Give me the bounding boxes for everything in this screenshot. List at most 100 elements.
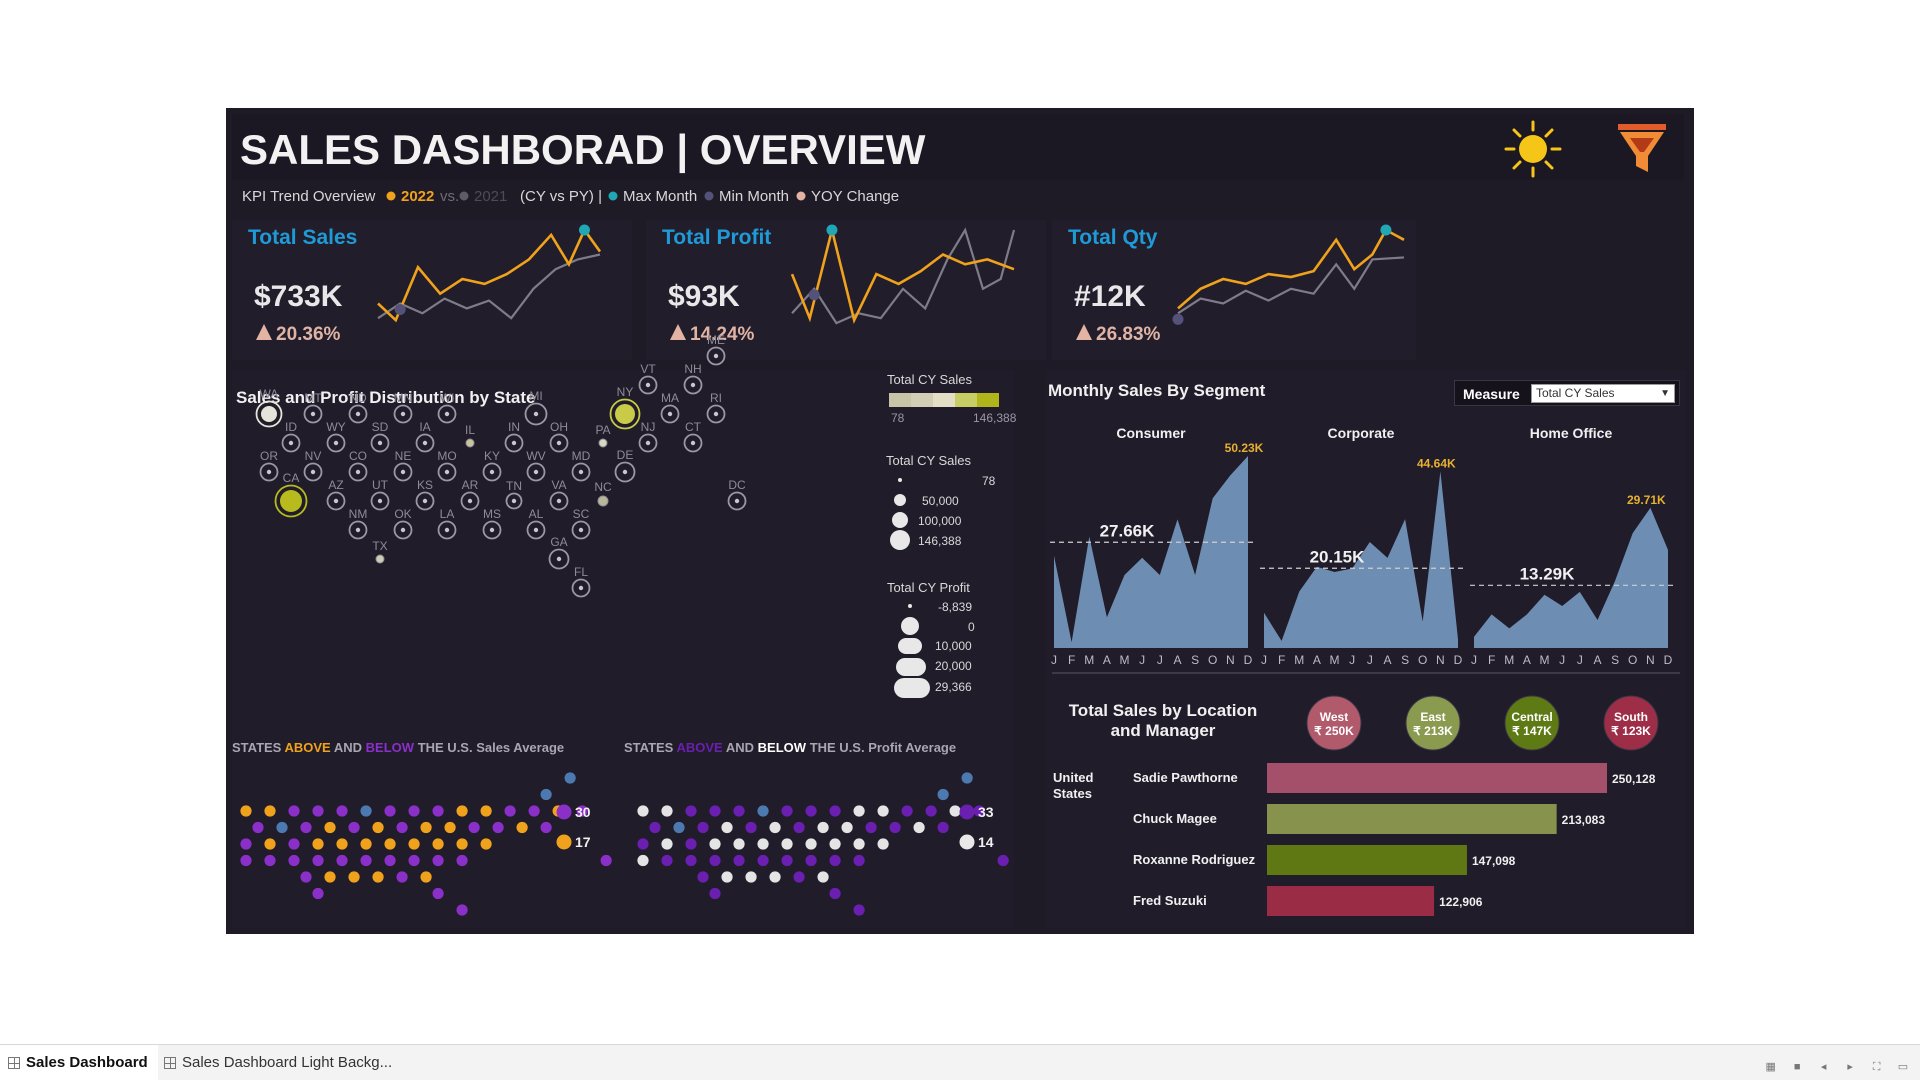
- state-mi[interactable]: MI: [524, 389, 548, 426]
- region-bubble-east[interactable]: East₹ 213K: [1405, 695, 1461, 751]
- state-ny[interactable]: NY: [609, 385, 641, 430]
- profit-average-dots[interactable]: [637, 772, 1009, 916]
- state-oh[interactable]: OH: [549, 420, 569, 453]
- state-ca[interactable]: CA: [274, 471, 308, 518]
- state-nc[interactable]: NC: [594, 480, 612, 507]
- manager-row-sadie-pawthorne[interactable]: Sadie Pawthorne 250,128: [1133, 763, 1656, 793]
- state-pa[interactable]: PA: [595, 423, 611, 448]
- state-nj[interactable]: NJ: [638, 420, 658, 453]
- state-ms[interactable]: MS: [482, 507, 502, 540]
- state-de[interactable]: DE: [614, 448, 636, 483]
- sales-state-dot: [312, 854, 324, 867]
- state-wi[interactable]: WI: [437, 391, 457, 424]
- sales-average-dots[interactable]: [240, 772, 612, 916]
- state-wv[interactable]: WV: [526, 449, 546, 482]
- state-in[interactable]: IN: [504, 420, 524, 453]
- state-ma[interactable]: MA: [660, 391, 680, 424]
- state-nm[interactable]: NM: [348, 507, 368, 540]
- state-co[interactable]: CO: [348, 449, 368, 482]
- state-ut[interactable]: UT: [370, 478, 390, 511]
- sales-state-dot: [288, 854, 300, 867]
- state-dc[interactable]: DC: [727, 478, 747, 511]
- state-md[interactable]: MD: [571, 449, 591, 482]
- region-bubble-central[interactable]: Central₹ 147K: [1504, 695, 1560, 751]
- state-ga[interactable]: GA: [548, 535, 570, 570]
- state-id[interactable]: ID: [281, 420, 301, 453]
- state-mo[interactable]: MO: [437, 449, 457, 482]
- state-ky[interactable]: KY: [482, 449, 502, 482]
- state-label: MO: [437, 449, 456, 463]
- filmstrip-icon[interactable]: ■: [1793, 1061, 1801, 1073]
- state-ks[interactable]: KS: [415, 478, 435, 511]
- state-ct[interactable]: CT: [683, 420, 703, 453]
- sun-icon[interactable]: [1504, 120, 1562, 178]
- region-bubble-south[interactable]: South₹ 123K: [1603, 695, 1659, 751]
- funnel-icon[interactable]: [1618, 124, 1666, 172]
- sales-state-dot: [348, 871, 360, 883]
- state-tn[interactable]: TN: [505, 479, 523, 510]
- state-az[interactable]: AZ: [326, 478, 346, 511]
- fullscreen-icon[interactable]: ⛶: [1872, 1061, 1881, 1073]
- state-la[interactable]: LA: [437, 507, 457, 540]
- profit-below-dot: [959, 834, 975, 850]
- state-me[interactable]: ME: [706, 333, 726, 366]
- state-ri[interactable]: RI: [706, 391, 726, 424]
- manager-bar-chart[interactable]: Sadie Pawthorne 250,128 Chuck Magee 213,083…: [1133, 763, 1656, 916]
- state-or[interactable]: OR: [259, 449, 279, 482]
- state-nd[interactable]: ND: [348, 391, 368, 424]
- sales-state-dot: [432, 838, 444, 850]
- prev-sheet-icon[interactable]: ◂: [1820, 1061, 1827, 1073]
- region-bubble-west[interactable]: West₹ 250K: [1306, 695, 1362, 751]
- state-label: SC: [573, 507, 590, 521]
- state-nv[interactable]: NV: [303, 449, 323, 482]
- presentation-icon[interactable]: ▭: [1897, 1061, 1909, 1073]
- state-label: NM: [349, 507, 368, 521]
- state-ring: [303, 404, 323, 424]
- state-wy[interactable]: WY: [326, 420, 346, 453]
- month-tick-label: M: [1504, 653, 1514, 667]
- profit-state-dot: [853, 805, 865, 817]
- month-tick-label: M: [1540, 653, 1550, 667]
- state-ia[interactable]: IA: [415, 420, 435, 453]
- state-ok[interactable]: OK: [393, 507, 413, 540]
- tab-sales-dashboard[interactable]: Sales Dashboard: [0, 1045, 158, 1081]
- state-va[interactable]: VA: [549, 478, 569, 511]
- state-sd[interactable]: SD: [370, 420, 390, 453]
- month-tick-label: A: [1383, 653, 1391, 667]
- state-fl[interactable]: FL: [571, 565, 591, 598]
- state-nh[interactable]: NH: [683, 362, 703, 395]
- state-marker: [511, 440, 517, 446]
- state-mn[interactable]: MN: [393, 391, 413, 424]
- grid-view-icon[interactable]: ▦: [1765, 1061, 1776, 1073]
- sales-state-dot: [384, 854, 396, 867]
- profit-state-dot: [745, 871, 757, 883]
- state-vt[interactable]: VT: [638, 362, 658, 395]
- state-al[interactable]: AL: [526, 507, 546, 540]
- month-tick-label: F: [1068, 653, 1075, 667]
- state-tx[interactable]: TX: [372, 539, 388, 564]
- manager-row-roxanne-rodriguez[interactable]: Roxanne Rodriguez 147,098: [1133, 845, 1516, 875]
- tab-sales-dashboard-light[interactable]: Sales Dashboard Light Backg...: [156, 1045, 402, 1081]
- measure-dropdown[interactable]: Total CY Sales ▼: [1531, 384, 1675, 403]
- sales-state-dot: [456, 838, 468, 850]
- region-bubbles[interactable]: West₹ 250K East₹ 213K Central₹ 147K South₹ …: [1306, 695, 1659, 751]
- state-wa[interactable]: WA: [255, 387, 283, 428]
- profit-legend-4: 20,000: [935, 659, 972, 673]
- state-il[interactable]: IL: [465, 423, 475, 448]
- next-sheet-icon[interactable]: ▸: [1847, 1061, 1853, 1073]
- state-sc[interactable]: SC: [571, 507, 591, 540]
- state-ar[interactable]: AR: [460, 478, 480, 511]
- sales-state-dot: [312, 805, 324, 817]
- state-ne[interactable]: NE: [393, 449, 413, 482]
- manager-row-chuck-magee[interactable]: Chuck Magee 213,083: [1133, 804, 1605, 834]
- profit-state-dot: [721, 821, 733, 834]
- state-mt[interactable]: MT: [303, 391, 323, 424]
- region-name: Central: [1511, 710, 1552, 724]
- profit-state-dot: [685, 838, 697, 850]
- manager-row-fred-suzuki[interactable]: Fred Suzuki 122,906: [1133, 886, 1483, 916]
- state-map[interactable]: WA MT ND MN WI MI NY VT NH ME ID WY SD IA IL IN OH PA NJ MA…: [255, 333, 747, 598]
